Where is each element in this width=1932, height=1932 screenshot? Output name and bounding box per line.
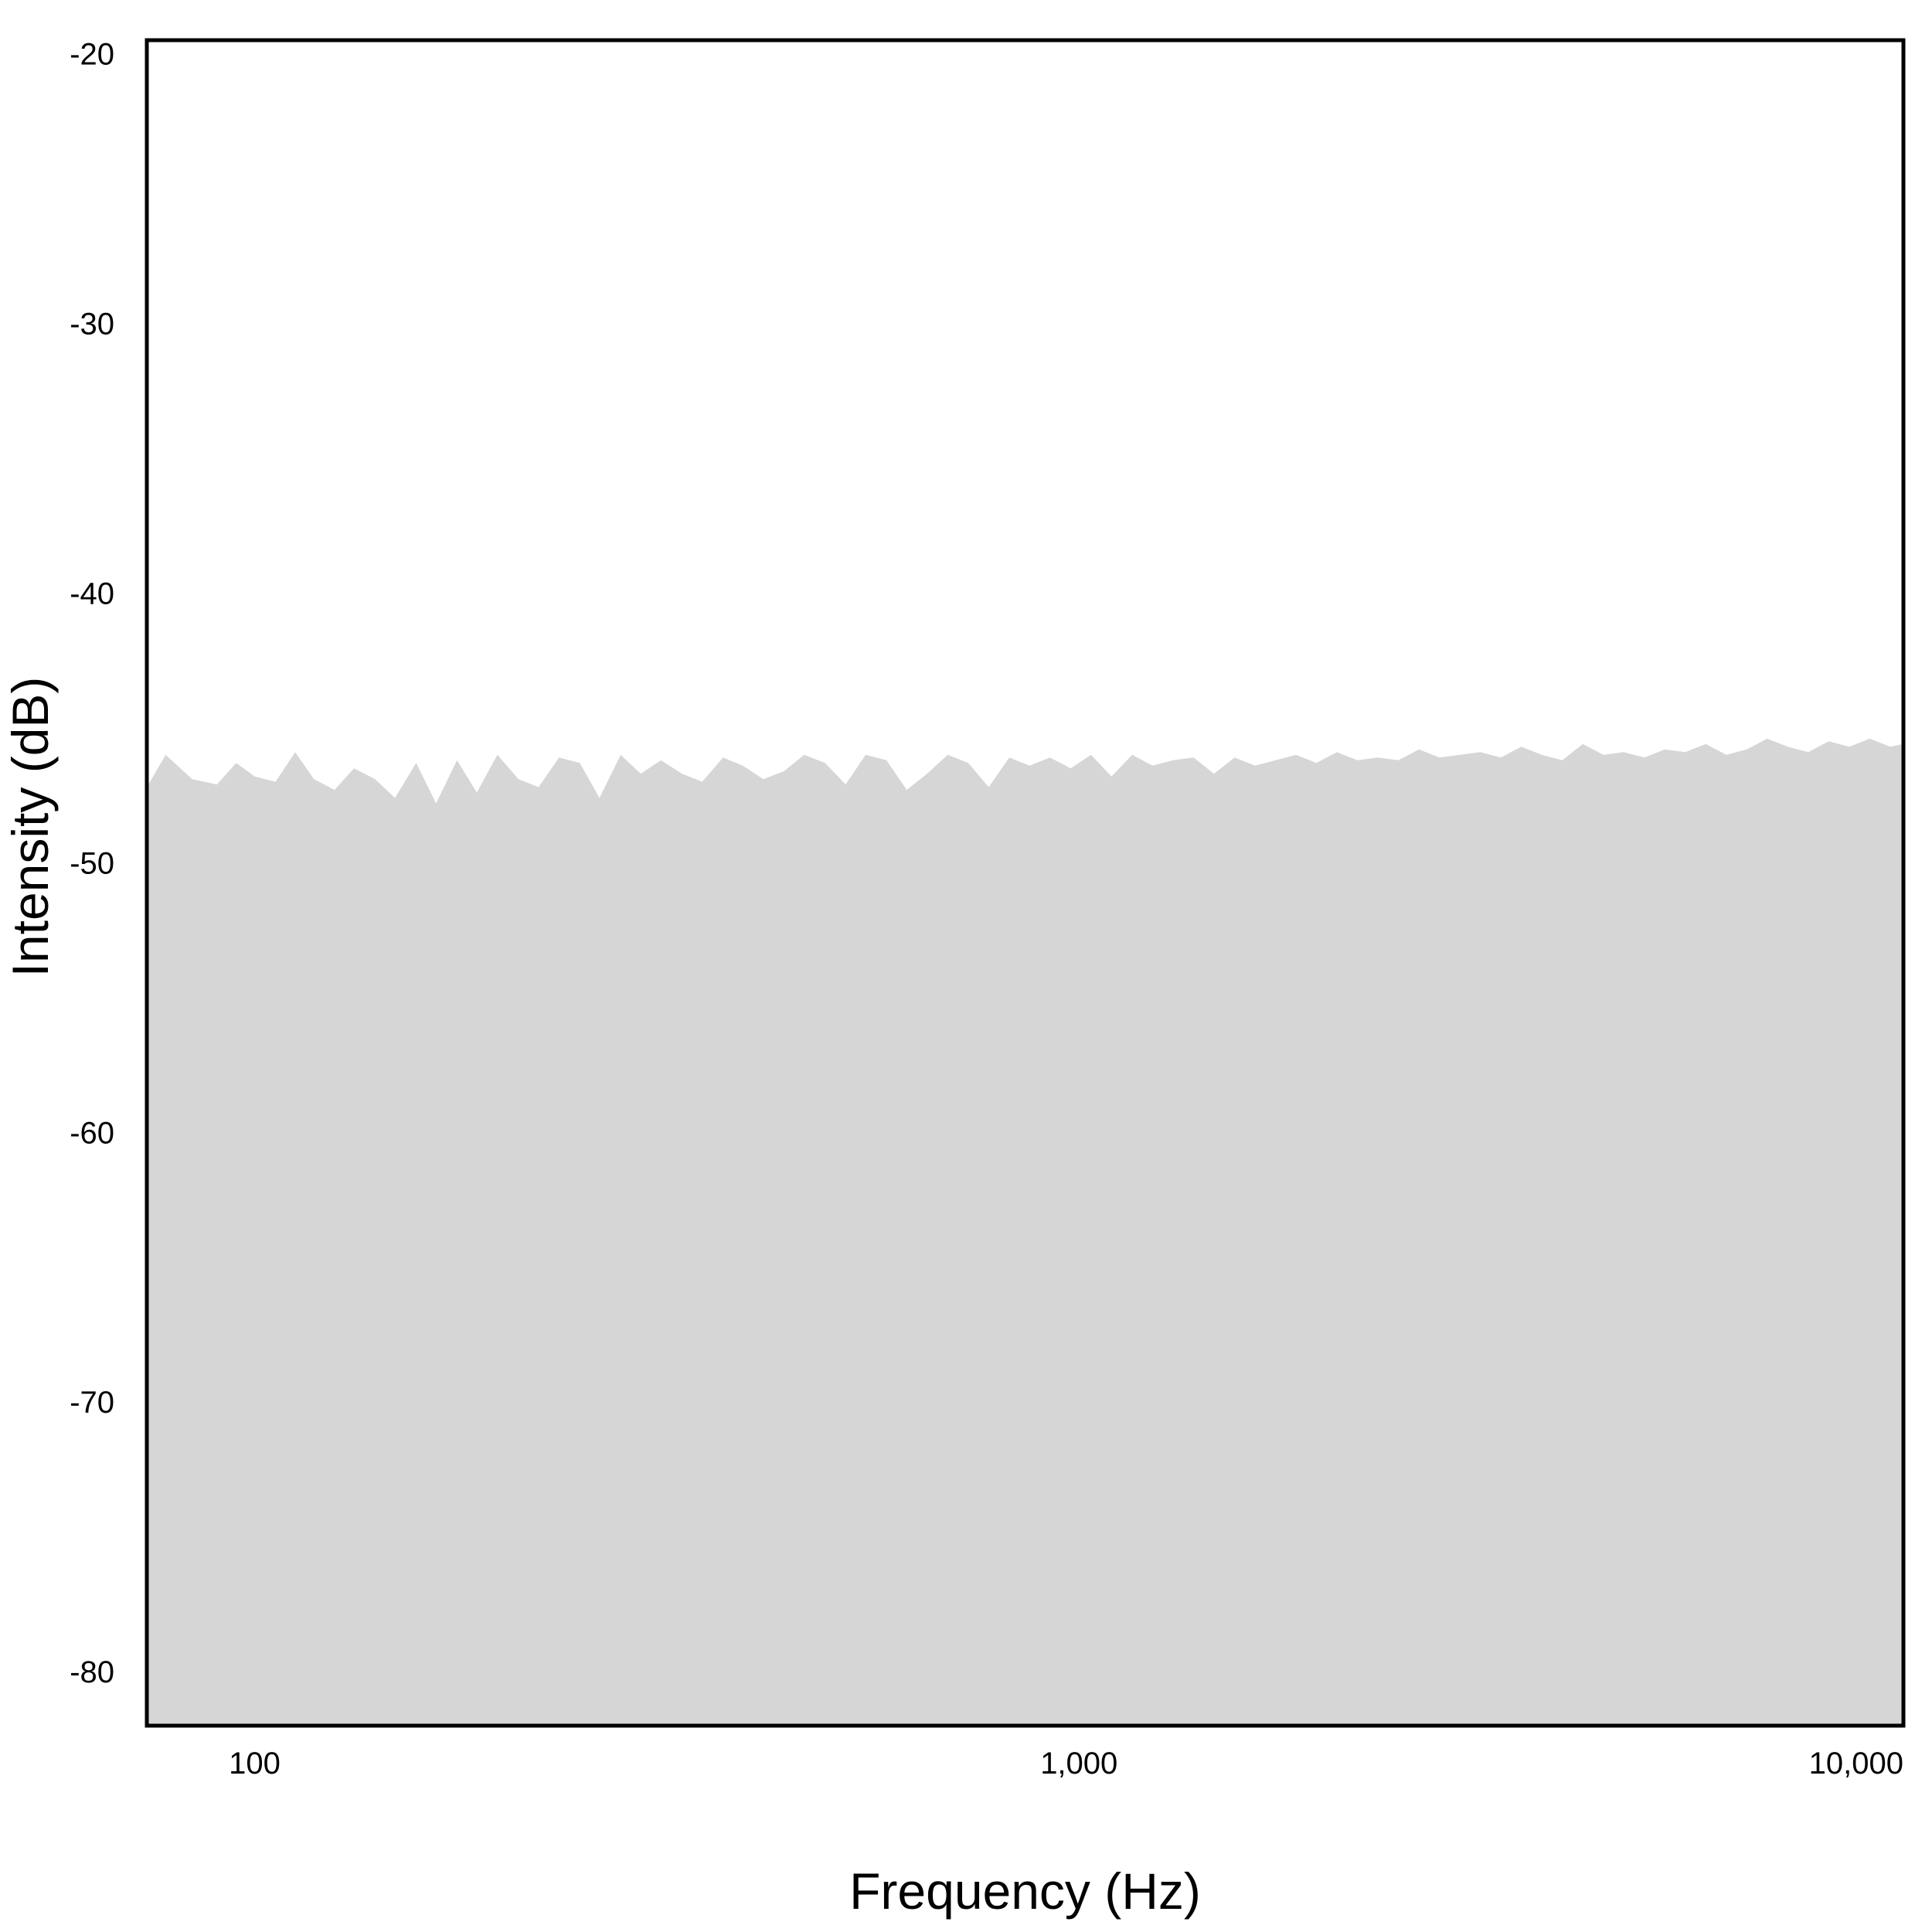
x-tick-label: 10,000 [1809, 1747, 1903, 1781]
y-tick-label: -50 [70, 846, 114, 880]
y-tick-label: -20 [70, 37, 114, 71]
y-tick-label: -80 [70, 1655, 114, 1689]
x-axis-ticks: 100 1,000 10,000 [229, 1747, 1903, 1781]
y-tick-label: -60 [70, 1116, 114, 1150]
y-tick-label: -70 [70, 1386, 114, 1420]
spectrum-area [147, 738, 1903, 1726]
y-tick-label: -30 [70, 307, 114, 341]
x-axis-title: Frequency (Hz) [849, 1862, 1201, 1920]
x-tick-label: 100 [229, 1747, 281, 1781]
x-tick-label: 1,000 [1040, 1747, 1117, 1781]
y-tick-label: -40 [70, 577, 114, 611]
y-axis-ticks: -20 -30 -40 -50 -60 -70 -80 [70, 37, 114, 1689]
plot-frame [145, 38, 1906, 1728]
y-axis-title: Intensity (dB) [2, 677, 59, 978]
